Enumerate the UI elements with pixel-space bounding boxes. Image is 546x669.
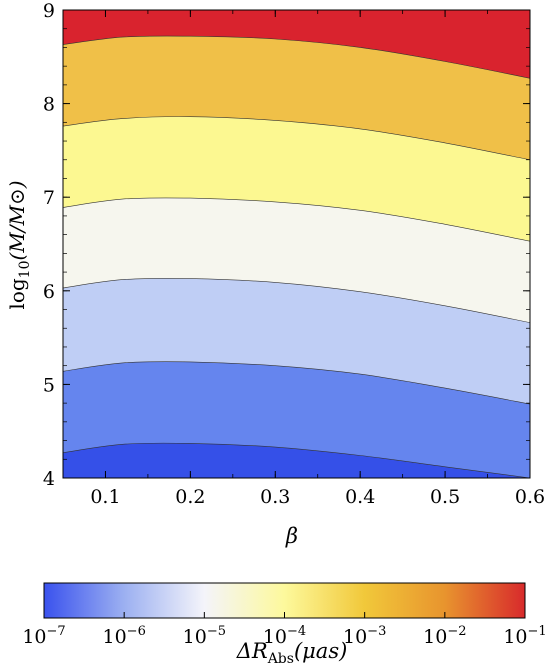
plot-frame bbox=[62, 9, 531, 479]
colorbar-tick-label: 10−2 bbox=[423, 624, 466, 648]
x-tick-label: 0.3 bbox=[260, 486, 290, 508]
y-tick-label: 6 bbox=[43, 281, 55, 303]
x-tick-label: 0.4 bbox=[345, 486, 375, 508]
colorbar-tick-label: 10−5 bbox=[183, 624, 226, 648]
contour-line-5 bbox=[63, 35, 530, 79]
x-tick-label: 0.2 bbox=[175, 486, 205, 508]
x-axis: 0.1 0.2 0.3 0.4 0.5 0.6 bbox=[62, 10, 545, 508]
contour-line-3 bbox=[63, 197, 530, 242]
x-tick-label: 0.1 bbox=[90, 486, 120, 508]
contour-line-2 bbox=[63, 278, 530, 323]
colorbar: 10−7 10−6 10−5 10−4 10−3 10−2 10−1 bbox=[22, 582, 546, 648]
y-tick-label: 9 bbox=[43, 0, 55, 22]
x-axis-label: β bbox=[285, 524, 298, 548]
y-axis-label: log10(M/M⊙) bbox=[5, 180, 33, 309]
x-tick-label: 0.5 bbox=[430, 486, 460, 508]
cbar-label-sub: Abs bbox=[267, 651, 294, 667]
colorbar-label: ΔRAbs(μas) bbox=[236, 639, 348, 667]
x-tick-label: 0.6 bbox=[515, 486, 545, 508]
y-tick-label: 7 bbox=[43, 187, 55, 209]
contour-line-4 bbox=[63, 116, 530, 161]
plot-area bbox=[63, 10, 530, 478]
y-tick-label: 4 bbox=[43, 468, 55, 490]
colorbar-tick-label: 10−3 bbox=[343, 624, 386, 648]
colorbar-tick-label: 10−4 bbox=[263, 624, 306, 648]
contour-line-0 bbox=[63, 442, 530, 478]
y-label-log: log bbox=[5, 278, 29, 309]
y-label-sub: 10 bbox=[17, 260, 33, 278]
cbar-label-rest: (μas) bbox=[294, 639, 347, 663]
contour-band-0 bbox=[63, 443, 530, 478]
colorbar-tick-label: 10−1 bbox=[503, 624, 546, 648]
y-label-rest: (M/M⊙) bbox=[5, 180, 29, 260]
colorbar-tick-label: 10−6 bbox=[102, 624, 145, 648]
y-tick-label: 8 bbox=[43, 94, 55, 116]
y-tick-label: 5 bbox=[43, 374, 55, 396]
cbar-label-main: ΔR bbox=[236, 639, 268, 663]
colorbar-tick-label: 10−7 bbox=[22, 624, 65, 648]
contour-line-1 bbox=[63, 361, 530, 405]
